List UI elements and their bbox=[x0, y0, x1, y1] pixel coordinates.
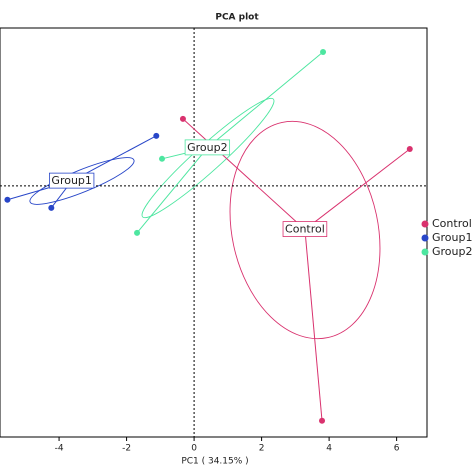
point bbox=[159, 155, 166, 162]
point bbox=[4, 196, 11, 203]
x-tick-label: 0 bbox=[191, 444, 197, 454]
group-label: Group1 bbox=[51, 174, 92, 187]
legend-label: Group1 bbox=[432, 231, 473, 244]
legend-marker bbox=[421, 220, 429, 228]
group-label: Control bbox=[285, 223, 325, 236]
spoke bbox=[207, 51, 324, 149]
x-tick-label: -4 bbox=[55, 444, 64, 454]
x-tick-label: -2 bbox=[122, 444, 131, 454]
group-label: Group2 bbox=[187, 141, 228, 154]
ellipses bbox=[29, 97, 381, 340]
x-tick-label: 6 bbox=[394, 444, 400, 454]
x-tick-label: 2 bbox=[259, 444, 265, 454]
point bbox=[134, 229, 141, 236]
group1-ellipse bbox=[29, 157, 135, 205]
group-label-box bbox=[282, 221, 328, 237]
spoke bbox=[304, 229, 323, 421]
point bbox=[406, 146, 413, 153]
group2-ellipse bbox=[141, 97, 275, 219]
group-label-box bbox=[184, 139, 231, 156]
x-tick-label: 4 bbox=[326, 444, 332, 454]
plot-frame bbox=[0, 27, 428, 438]
point bbox=[320, 48, 327, 55]
spoke bbox=[304, 148, 411, 230]
legend-label: Group2 bbox=[432, 245, 473, 258]
control-ellipse bbox=[229, 120, 381, 340]
point bbox=[48, 204, 55, 211]
point bbox=[153, 132, 160, 139]
legend-label: Control bbox=[432, 217, 472, 230]
x-axis-label: PC1 ( 34.15% ) bbox=[181, 457, 248, 467]
legend-marker bbox=[421, 234, 429, 242]
legend-marker bbox=[421, 248, 429, 256]
spoke bbox=[136, 147, 208, 234]
group-label-box bbox=[49, 172, 95, 189]
point bbox=[319, 417, 326, 424]
spoke bbox=[182, 118, 306, 230]
point bbox=[179, 115, 186, 122]
chart-title: PCA plot bbox=[215, 13, 259, 23]
